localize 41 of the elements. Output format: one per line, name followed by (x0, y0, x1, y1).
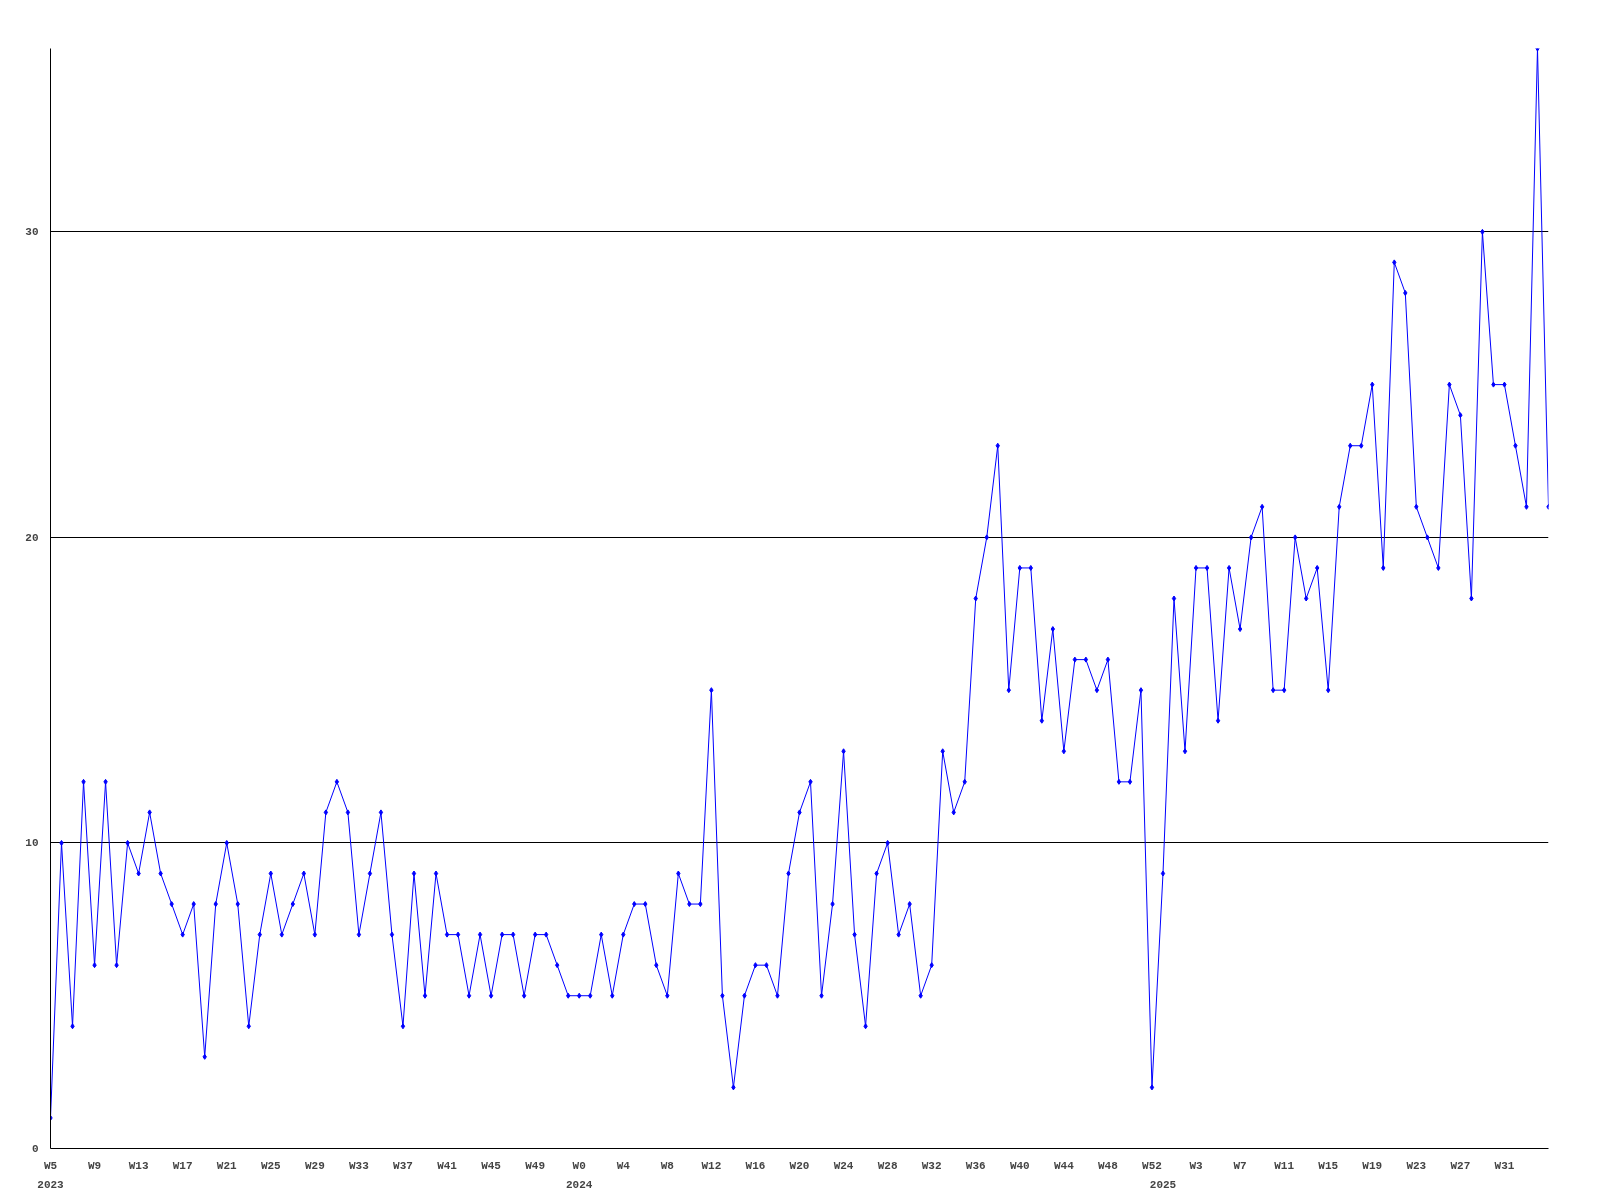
x-tick-label: W3 (1189, 1159, 1204, 1172)
x-tick-label: W0 (572, 1159, 586, 1172)
x-tick-label: W20 (789, 1159, 810, 1172)
x-tick-label: W25 (260, 1159, 282, 1172)
y-tick-label: 0 (31, 1143, 39, 1155)
y-tick-label: 30 (25, 226, 39, 239)
text: 2025 (1149, 1178, 1177, 1191)
x-tick-label: W17 (172, 1159, 193, 1172)
x-tick-label: W23 (1406, 1159, 1427, 1172)
x-tick-label: W37 (393, 1159, 413, 1172)
x-tick-label: W29 (304, 1159, 325, 1172)
x-tick-label: W40 (1009, 1159, 1030, 1172)
x-tick-label: W28 (877, 1159, 898, 1172)
x-tick-label: W44 (1053, 1159, 1075, 1172)
x-tick-label: W41 (437, 1159, 458, 1172)
text: 2023 (37, 1178, 65, 1191)
x-tick-label: W24 (833, 1159, 854, 1172)
x-tick-label: W19 (1362, 1159, 1383, 1172)
y-tick-label: 20 (25, 531, 39, 544)
x-tick-label: W15 (1318, 1159, 1339, 1172)
x-tick-label: W48 (1098, 1159, 1119, 1172)
x-tick-label: W52 (1142, 1159, 1162, 1172)
x-tick-label: W11 (1274, 1159, 1295, 1172)
x-tick-label: W31 (1494, 1159, 1515, 1172)
x-tick-label: W27 (1450, 1159, 1471, 1172)
x-tick-label: W12 (701, 1159, 722, 1172)
text: 2024 (566, 1178, 593, 1191)
x-tick-label: W9 (87, 1159, 102, 1172)
x-tick-label: W8 (660, 1159, 675, 1172)
x-tick-label: W5 (43, 1159, 58, 1172)
x-tick-label: W7 (1233, 1159, 1247, 1172)
x-tick-label: W4 (616, 1159, 631, 1172)
x-tick-label: W21 (216, 1159, 238, 1172)
x-tick-label: W13 (128, 1159, 149, 1172)
y-tick-label: 10 (25, 837, 39, 850)
x-tick-label: W49 (525, 1159, 546, 1172)
x-tick-label: W36 (965, 1159, 986, 1172)
x-tick-label: W16 (745, 1159, 766, 1172)
x-tick-label: W33 (349, 1159, 370, 1172)
x-tick-label: W45 (481, 1159, 502, 1172)
x-tick-label: W32 (921, 1159, 942, 1172)
